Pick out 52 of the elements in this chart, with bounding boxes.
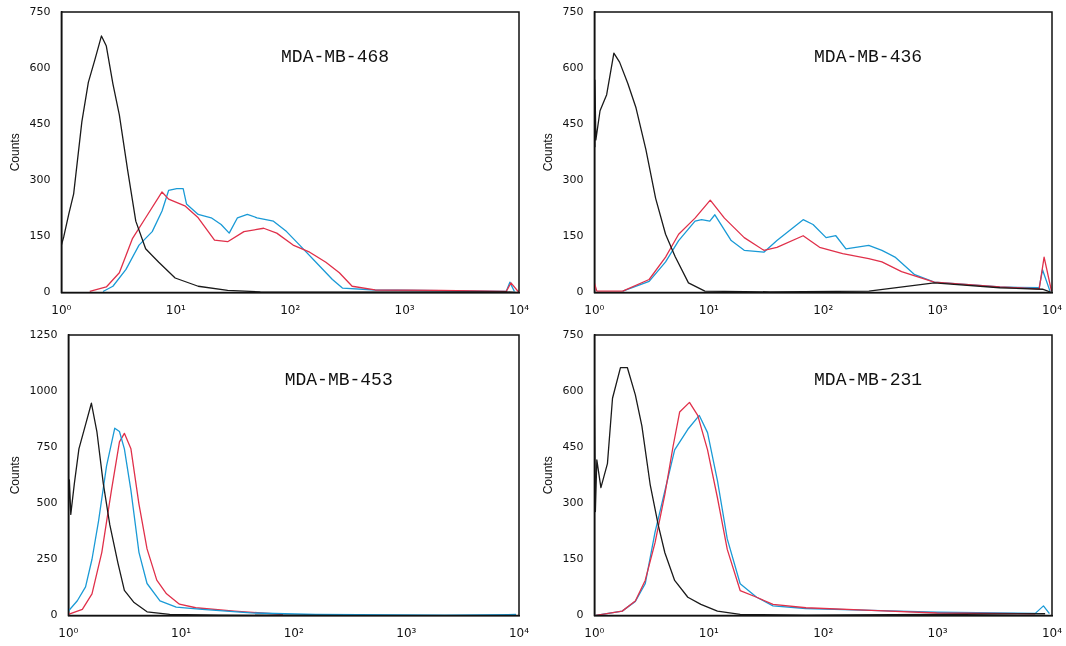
y-tick-label: 600 [562, 60, 584, 74]
y-tick-label: 150 [29, 229, 51, 243]
y-tick-label: 150 [562, 229, 584, 243]
y-tick-label: 750 [562, 327, 584, 341]
x-tick-label: 10² [280, 302, 301, 317]
y-axis-title: Counts [540, 456, 555, 495]
text: MDA-MB-468 [281, 46, 390, 67]
y-tick-label: 0 [43, 285, 51, 299]
y-tick-label: 750 [29, 4, 51, 18]
x-tick-label: 10² [283, 625, 304, 640]
x-tick-label: 10³ [396, 625, 417, 640]
x-tick-label: 10⁰ [51, 302, 72, 317]
y-axis-title: Counts [7, 133, 22, 172]
x-tick-label: 10⁴ [1041, 625, 1063, 640]
x-tick-label: 10⁴ [508, 302, 530, 317]
y-tick-label: 1000 [29, 383, 58, 397]
x-tick-label: 10⁴ [508, 625, 530, 640]
y-tick-label: 0 [50, 608, 58, 622]
y-tick-label: 500 [36, 496, 58, 510]
x-tick-label: 10³ [927, 302, 948, 317]
x-tick-label: 10⁰ [584, 302, 605, 317]
y-tick-label: 750 [36, 440, 58, 454]
x-tick-label: 10¹ [698, 625, 720, 640]
y-tick-label: 300 [562, 496, 584, 510]
y-tick-label: 600 [562, 383, 584, 397]
x-tick-label: 10³ [927, 625, 948, 640]
x-tick-label: 10¹ [698, 302, 720, 317]
x-tick-label: 10³ [394, 302, 415, 317]
y-tick-label: 250 [36, 552, 58, 566]
y-tick-label: 1250 [29, 327, 58, 341]
x-tick-label: 10¹ [171, 625, 192, 640]
y-tick-label: 0 [576, 285, 584, 299]
y-tick-label: 600 [29, 60, 51, 74]
y-tick-label: 150 [562, 552, 584, 566]
x-tick-label: 10⁰ [584, 625, 605, 640]
y-axis-title: Counts [540, 133, 555, 172]
x-tick-label: 10² [813, 302, 834, 317]
x-tick-label: 10⁰ [58, 625, 79, 640]
y-tick-label: 450 [562, 440, 584, 454]
y-tick-label: 0 [576, 608, 584, 622]
y-tick-label: 300 [562, 173, 584, 187]
y-tick-label: 750 [562, 4, 584, 18]
y-tick-label: 300 [29, 173, 51, 187]
text: MDA-MB-436 [814, 46, 923, 67]
y-tick-label: 450 [562, 117, 584, 131]
x-tick-label: 10² [813, 625, 834, 640]
text: MDA-MB-453 [284, 369, 393, 390]
y-tick-label: 450 [29, 117, 51, 131]
x-tick-label: 10⁴ [1041, 302, 1063, 317]
x-tick-label: 10¹ [165, 302, 187, 317]
y-axis-title: Counts [7, 456, 22, 495]
text: MDA-MB-231 [814, 369, 923, 390]
